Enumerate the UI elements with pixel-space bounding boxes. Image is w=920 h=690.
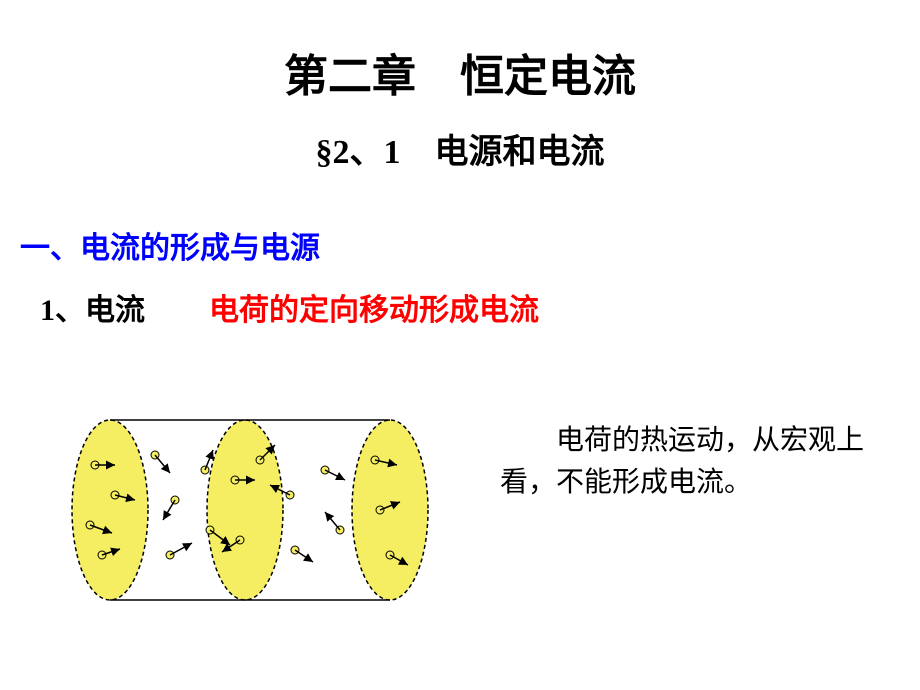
section-title: §2、1 电源和电流 [0, 124, 920, 173]
note-text: 电荷的热运动，从宏观上看，不能形成电流。 [500, 420, 880, 504]
diagram-svg [60, 400, 460, 620]
item-label: 1、电流 [40, 285, 145, 329]
heading-formation: 一、电流的形成与电源 [20, 223, 920, 267]
cylinder-diagram [60, 400, 460, 620]
item-definition: 电荷的定向移动形成电流 [209, 285, 539, 329]
chapter-title: 第二章 恒定电流 [0, 0, 920, 104]
item-row: 1、电流 电荷的定向移动形成电流 [40, 285, 920, 329]
